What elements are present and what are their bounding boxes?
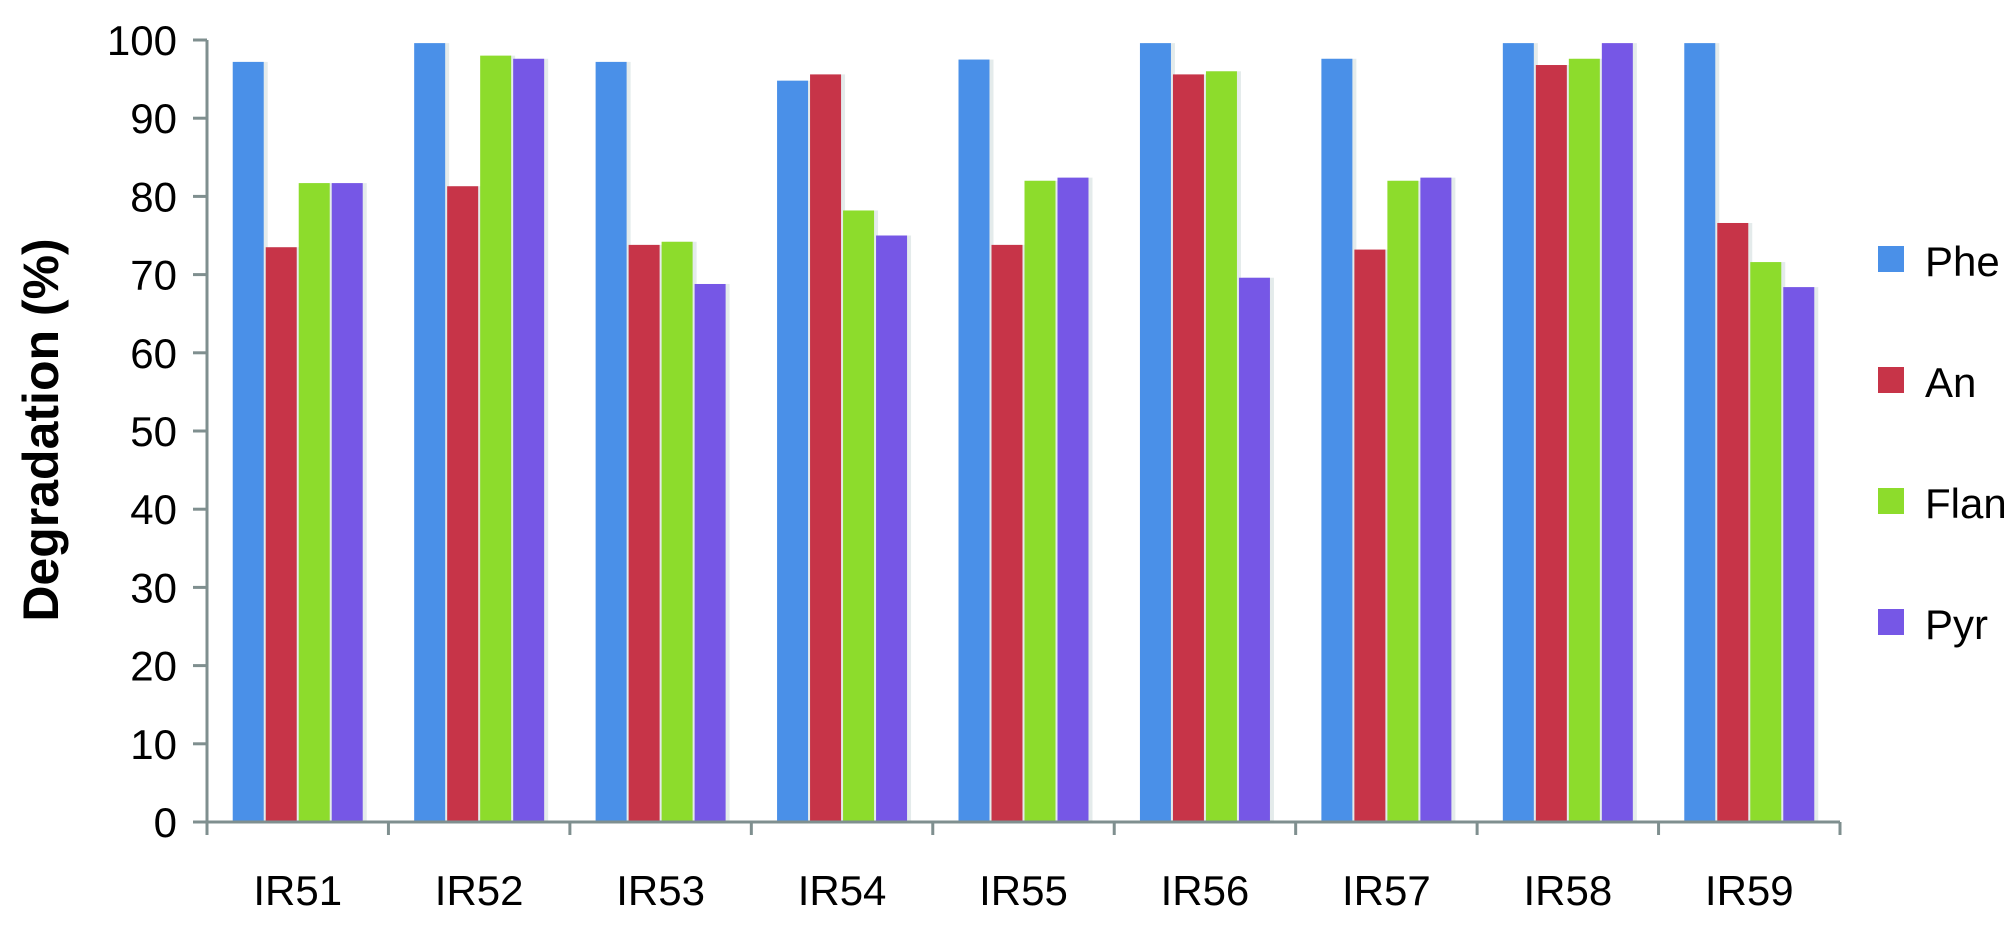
legend-swatch-an xyxy=(1878,367,1904,393)
bar-pyr-ir59 xyxy=(1783,287,1815,822)
legend: Phe An Flan Pyr xyxy=(1878,238,2007,648)
bar-an-ir52 xyxy=(447,186,479,822)
bar-pyr-ir52 xyxy=(513,58,545,822)
y-tick-label: 40 xyxy=(130,486,177,533)
bar-phe-ir53 xyxy=(595,61,627,823)
x-tick-label: IR53 xyxy=(616,867,705,914)
x-tick-label: IR58 xyxy=(1523,867,1612,914)
bar-an-ir56 xyxy=(1172,74,1204,822)
y-tick-label: 0 xyxy=(154,799,177,846)
y-tick-label: 30 xyxy=(130,564,177,611)
bar-flan-ir51 xyxy=(298,183,330,822)
bar-an-ir53 xyxy=(628,244,660,822)
bar-pyr-ir58 xyxy=(1601,43,1633,823)
bar-flan-ir56 xyxy=(1205,71,1237,822)
y-tick-label: 80 xyxy=(130,173,177,220)
bar-flan-ir52 xyxy=(480,55,512,822)
x-tick-label: IR56 xyxy=(1161,867,1250,914)
y-tick-label: 60 xyxy=(130,330,177,377)
bar-pyr-ir53 xyxy=(694,283,726,822)
bar-phe-ir51 xyxy=(232,61,264,823)
bar-pyr-ir56 xyxy=(1238,277,1270,822)
bar-an-ir58 xyxy=(1535,65,1567,823)
y-tick-label: 50 xyxy=(130,408,177,455)
y-tick-label: 10 xyxy=(130,721,177,768)
y-tick-label: 70 xyxy=(130,252,177,299)
bar-pyr-ir51 xyxy=(331,183,363,822)
bar-an-ir54 xyxy=(810,74,842,822)
bar-pyr-ir55 xyxy=(1057,177,1089,822)
y-tick-label: 20 xyxy=(130,643,177,690)
bar-flan-ir58 xyxy=(1568,58,1600,822)
bar-an-ir59 xyxy=(1717,222,1749,822)
bar-phe-ir56 xyxy=(1139,43,1171,823)
bar-phe-ir58 xyxy=(1502,43,1534,823)
legend-swatch-flan xyxy=(1878,488,1904,514)
bar-an-ir51 xyxy=(265,247,297,823)
bar-phe-ir54 xyxy=(777,80,809,822)
legend-label-pyr: Pyr xyxy=(1925,601,1988,648)
x-tick-label: IR57 xyxy=(1342,867,1431,914)
plot-area: IR51 IR52 IR53 IR54 IR55 IR56 IR57 IR58 IR59 0 10 2… xyxy=(107,17,1842,914)
x-tick-label: IR59 xyxy=(1705,867,1794,914)
bar-phe-ir57 xyxy=(1321,58,1353,822)
bar-flan-ir54 xyxy=(843,210,875,822)
bar-pyr-ir57 xyxy=(1420,177,1452,822)
bar-phe-ir59 xyxy=(1684,43,1716,823)
legend-swatch-phe xyxy=(1878,246,1904,272)
x-tick-label: IR55 xyxy=(979,867,1068,914)
y-axis-label: Degradation (%) xyxy=(13,238,69,621)
y-tick-label: 100 xyxy=(107,17,177,64)
x-tick-label: IR54 xyxy=(798,867,887,914)
bar-flan-ir59 xyxy=(1750,262,1782,822)
legend-label-flan: Flan xyxy=(1925,480,2007,527)
x-tick-label: IR52 xyxy=(435,867,524,914)
legend-label-phe: Phe xyxy=(1925,238,2000,285)
bar-an-ir55 xyxy=(991,244,1023,822)
bar-phe-ir55 xyxy=(958,59,990,823)
bar-flan-ir57 xyxy=(1387,180,1419,822)
bar-pyr-ir54 xyxy=(876,235,908,822)
bar-an-ir57 xyxy=(1354,249,1386,823)
bar-flan-ir53 xyxy=(661,241,693,823)
bar-flan-ir55 xyxy=(1024,180,1056,822)
legend-swatch-pyr xyxy=(1878,609,1904,635)
bar-phe-ir52 xyxy=(414,43,446,823)
x-tick-label: IR51 xyxy=(253,867,342,914)
legend-label-an: An xyxy=(1925,359,1976,406)
y-tick-label: 90 xyxy=(130,95,177,142)
